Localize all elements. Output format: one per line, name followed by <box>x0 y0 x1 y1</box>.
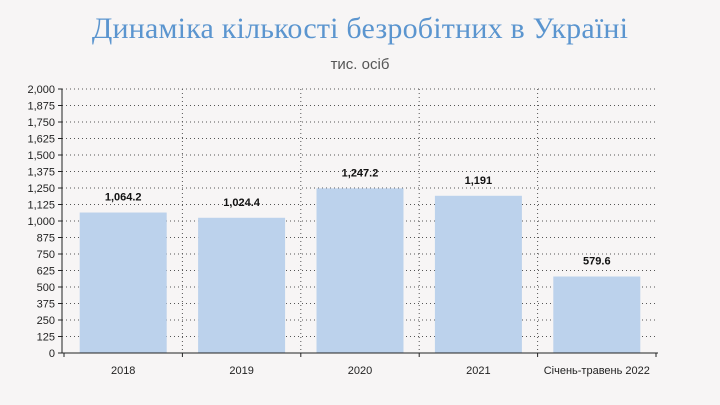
x-tick-label: Січень-травень 2022 <box>544 365 650 377</box>
y-tick-label: 1,125 <box>27 200 55 212</box>
y-tick-label: 1,375 <box>27 167 55 179</box>
bar <box>79 212 167 353</box>
y-tick-label: 0 <box>49 348 55 360</box>
x-tick-label: 2018 <box>111 365 135 377</box>
chart-subtitle: тис. осіб <box>330 56 390 73</box>
chart-title: Динаміка кількості безробітних в Україні <box>91 12 629 45</box>
bar <box>316 188 404 353</box>
y-tick-label: 1,875 <box>27 101 55 113</box>
y-tick-label: 250 <box>37 315 55 327</box>
y-tick-label: 375 <box>37 299 55 311</box>
y-tick-label: 750 <box>37 249 55 261</box>
data-label: 1,024.4 <box>223 197 261 209</box>
data-label: 1,191 <box>465 175 493 187</box>
y-tick-label: 125 <box>37 332 55 344</box>
y-tick-label: 875 <box>37 233 55 245</box>
y-tick-label: 2,000 <box>27 84 55 96</box>
y-tick-label: 1,625 <box>27 134 55 146</box>
y-tick-label: 625 <box>37 266 55 278</box>
x-tick-label: 2020 <box>348 365 372 377</box>
data-label: 579.6 <box>583 255 611 267</box>
x-tick-label: 2019 <box>229 365 253 377</box>
y-tick-label: 1,250 <box>27 183 55 195</box>
bar <box>198 217 286 353</box>
y-tick-label: 500 <box>37 282 55 294</box>
data-label: 1,247.2 <box>342 167 379 179</box>
bar <box>553 276 641 353</box>
bar <box>434 195 522 353</box>
y-tick-label: 1,000 <box>27 216 55 228</box>
y-tick-label: 1,500 <box>27 150 55 162</box>
y-tick-label: 1,750 <box>27 117 55 129</box>
x-tick-label: 2021 <box>466 365 490 377</box>
data-label: 1,064.2 <box>105 192 142 204</box>
